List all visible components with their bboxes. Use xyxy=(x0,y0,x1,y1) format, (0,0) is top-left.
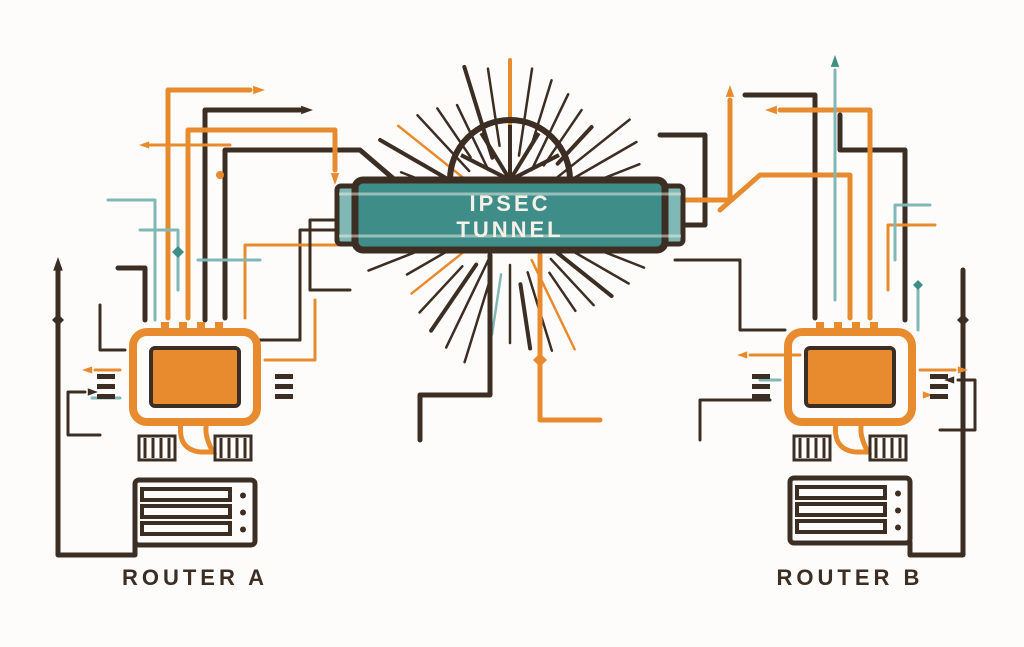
ipsec-tunnel: IPSECTUNNEL xyxy=(337,180,683,250)
router-b-server xyxy=(790,478,910,543)
router-b-label: ROUTER B xyxy=(777,565,924,590)
router-a-label: ROUTER A xyxy=(122,565,268,590)
router-a-server xyxy=(135,480,255,545)
router-a-device xyxy=(97,322,293,460)
tunnel-label-2: TUNNEL xyxy=(456,217,563,242)
tunnel-label-1: IPSEC xyxy=(469,191,550,216)
router-b-device xyxy=(752,322,948,460)
